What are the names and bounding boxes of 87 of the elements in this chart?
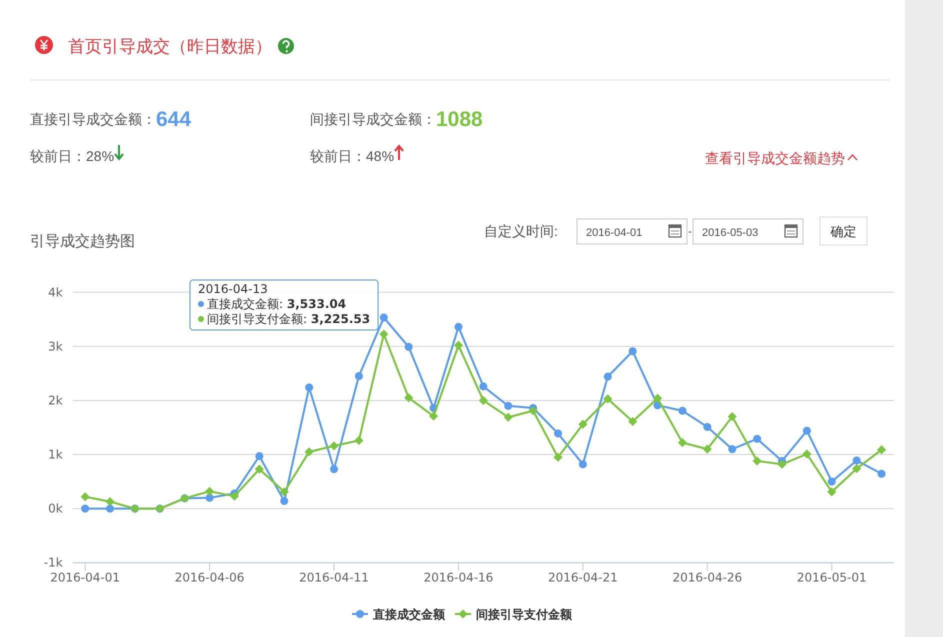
point: [802, 450, 812, 458]
point: [528, 406, 538, 416]
point: [304, 447, 314, 456]
text: 查看引导成交金额趋势: [705, 150, 845, 166]
point: [554, 452, 563, 462]
point: [354, 436, 364, 445]
point: [255, 452, 264, 460]
point: [604, 372, 612, 381]
point: [80, 492, 90, 502]
point: [479, 382, 488, 390]
point: [305, 383, 314, 392]
point: [678, 438, 687, 448]
point: [429, 412, 438, 421]
chart-title: 引导成交趋势图: [30, 233, 135, 250]
point: [280, 497, 288, 506]
text: 较前日：28%: [30, 148, 114, 164]
x-tick-label: 2016-04-16: [424, 570, 494, 585]
point: [877, 445, 886, 454]
annotation: 间接引导支付金额: 3,225.53: [207, 312, 370, 326]
y-tick-label: 3k: [48, 339, 63, 354]
x-tick-label: 2016-04-26: [672, 570, 742, 585]
annotation: 直接成交金额: 3,533.04: [207, 297, 346, 311]
y-tick-label: 0k: [48, 502, 63, 516]
point: [81, 504, 90, 513]
text: 644: [156, 108, 192, 131]
point: [454, 340, 463, 350]
point: [254, 464, 264, 474]
point: [578, 460, 587, 468]
point: [106, 497, 115, 506]
x-tick-label: 2016-04-06: [174, 570, 244, 585]
legend-label: 间接引导支付金额: [476, 608, 573, 622]
text: 直接引导成交金额：: [30, 111, 156, 127]
point: [354, 372, 363, 380]
legend-label: 直接成交金额: [372, 608, 446, 622]
point: [828, 478, 836, 486]
point: [703, 422, 712, 431]
point: [330, 465, 338, 474]
point: [802, 426, 811, 435]
point: [852, 456, 861, 464]
point: [206, 494, 214, 502]
text: 自定义时间:: [484, 223, 558, 239]
y-tick-label: -1k: [44, 556, 63, 570]
point: [628, 347, 637, 356]
y-tick-label: 1k: [48, 448, 63, 462]
text: 确定: [830, 224, 856, 239]
point: [280, 487, 289, 496]
point: [504, 402, 512, 410]
point: [230, 492, 239, 501]
point: [478, 396, 488, 405]
text: 间接引导成交金额：: [310, 111, 436, 127]
point: [653, 394, 662, 403]
y-tick-label: 4k: [48, 285, 63, 300]
point: [752, 456, 762, 466]
point: [603, 394, 612, 404]
text: 2016-05-03: [702, 227, 758, 239]
point: [678, 406, 686, 415]
y-tick-label: 2k: [48, 393, 63, 408]
point: [778, 460, 787, 469]
point: [380, 314, 388, 322]
point: [878, 470, 886, 478]
text: 2016-04-01: [586, 227, 642, 239]
point: [728, 445, 736, 454]
point: [852, 464, 862, 474]
point: [404, 393, 414, 402]
point: [753, 434, 762, 443]
x-tick-label: 2016-04-21: [548, 570, 618, 585]
x-tick-label: 2016-04-01: [50, 570, 120, 585]
point: [578, 420, 588, 429]
x-tick-label: 2016-05-01: [796, 570, 867, 585]
text: -: [688, 226, 692, 238]
point: [628, 417, 638, 426]
text: 1088: [436, 108, 484, 131]
annotation: 2016-04-13: [198, 282, 268, 296]
point: [728, 412, 737, 422]
text: 首页引导成交（昨日数据）: [68, 37, 272, 56]
point: [504, 412, 513, 422]
x-tick-label: 2016-04-11: [299, 570, 369, 585]
point: [554, 429, 562, 438]
point: [106, 504, 114, 513]
point: [379, 330, 388, 339]
point: [702, 444, 712, 454]
point: [454, 322, 462, 331]
point: [330, 441, 339, 450]
text: 较前日：48%: [310, 148, 394, 164]
point: [404, 342, 413, 351]
point: [827, 487, 836, 496]
point: [205, 486, 214, 496]
